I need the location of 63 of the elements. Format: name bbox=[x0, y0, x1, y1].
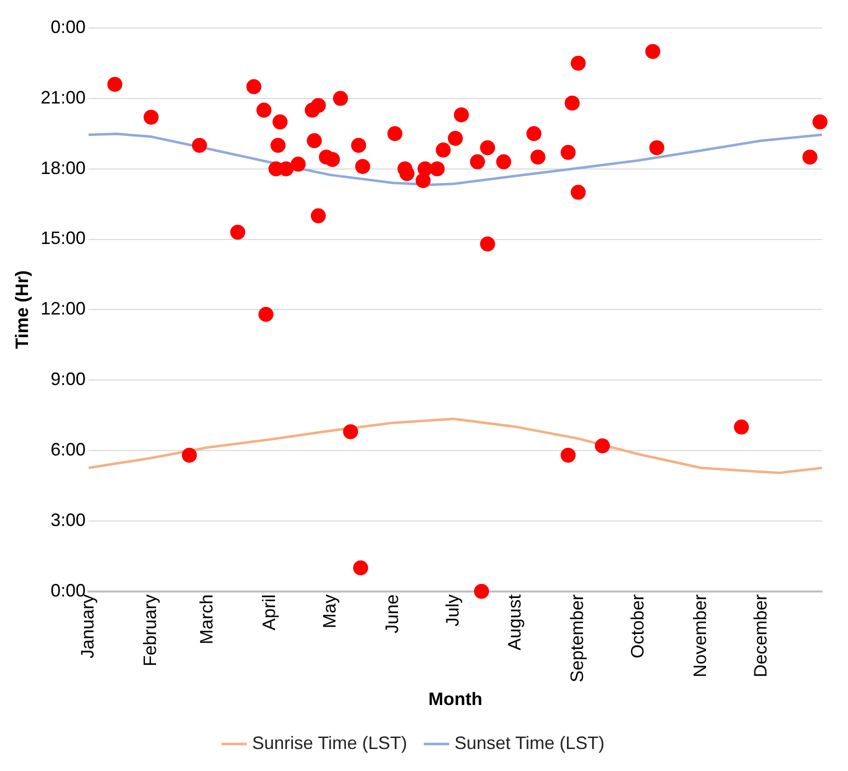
y-tick-label: 18:00 bbox=[40, 158, 86, 178]
x-axis-title: Month bbox=[428, 689, 482, 710]
x-tick-label: February bbox=[140, 594, 160, 666]
point bbox=[436, 142, 451, 158]
x-tick-label: September bbox=[567, 594, 588, 682]
point bbox=[530, 150, 546, 165]
point bbox=[418, 161, 433, 176]
point bbox=[570, 184, 586, 200]
point bbox=[594, 438, 610, 454]
point bbox=[470, 154, 485, 170]
point bbox=[448, 130, 463, 146]
point bbox=[645, 44, 660, 59]
point bbox=[272, 114, 288, 130]
point bbox=[258, 306, 274, 322]
point bbox=[270, 138, 286, 153]
x-tick-label: June bbox=[382, 594, 402, 634]
point bbox=[246, 79, 262, 94]
x-tick-label: April bbox=[258, 594, 279, 630]
point bbox=[564, 96, 580, 111]
x-tick-label: October bbox=[628, 594, 648, 658]
point bbox=[353, 560, 368, 576]
y-axis-title: Time (Hr) bbox=[12, 270, 32, 350]
point bbox=[306, 133, 322, 148]
point bbox=[734, 420, 749, 435]
point bbox=[310, 98, 326, 113]
y-tick-label: 3:00 bbox=[50, 510, 86, 530]
y-tick-label: 21:00 bbox=[40, 87, 86, 108]
point bbox=[454, 107, 469, 122]
legend-label: Sunset Time (LST) bbox=[454, 732, 605, 753]
point bbox=[812, 114, 828, 130]
point bbox=[480, 236, 496, 252]
point bbox=[230, 224, 246, 240]
point bbox=[480, 140, 496, 156]
point bbox=[526, 126, 542, 142]
x-tick-label: July bbox=[442, 594, 462, 626]
point bbox=[256, 102, 272, 118]
point bbox=[802, 150, 818, 165]
y-tick-label: 15:00 bbox=[40, 228, 86, 248]
point bbox=[399, 166, 414, 182]
point bbox=[560, 448, 576, 463]
x-tick-label: November bbox=[690, 594, 710, 678]
point bbox=[387, 126, 402, 142]
x-tick-label: December bbox=[750, 594, 771, 678]
x-tick-label: August bbox=[504, 594, 525, 650]
point bbox=[310, 208, 326, 224]
point bbox=[560, 144, 576, 160]
point bbox=[355, 158, 370, 174]
y-tick-label: 12:00 bbox=[40, 298, 86, 319]
point bbox=[290, 156, 306, 172]
point bbox=[474, 584, 490, 599]
point bbox=[332, 90, 348, 106]
point bbox=[430, 161, 445, 176]
point bbox=[570, 56, 586, 71]
point bbox=[351, 138, 366, 153]
point bbox=[496, 154, 512, 170]
y-tick-label: 9:00 bbox=[50, 369, 86, 390]
point bbox=[343, 424, 358, 440]
y-tick-label: 6:00 bbox=[50, 439, 86, 460]
legend-label: Sunrise Time (LST) bbox=[252, 732, 408, 753]
x-tick-label: May bbox=[319, 594, 340, 628]
point bbox=[649, 140, 664, 156]
x-tick-label: March bbox=[196, 594, 216, 644]
y-tick-label: 0:00 bbox=[50, 16, 86, 37]
